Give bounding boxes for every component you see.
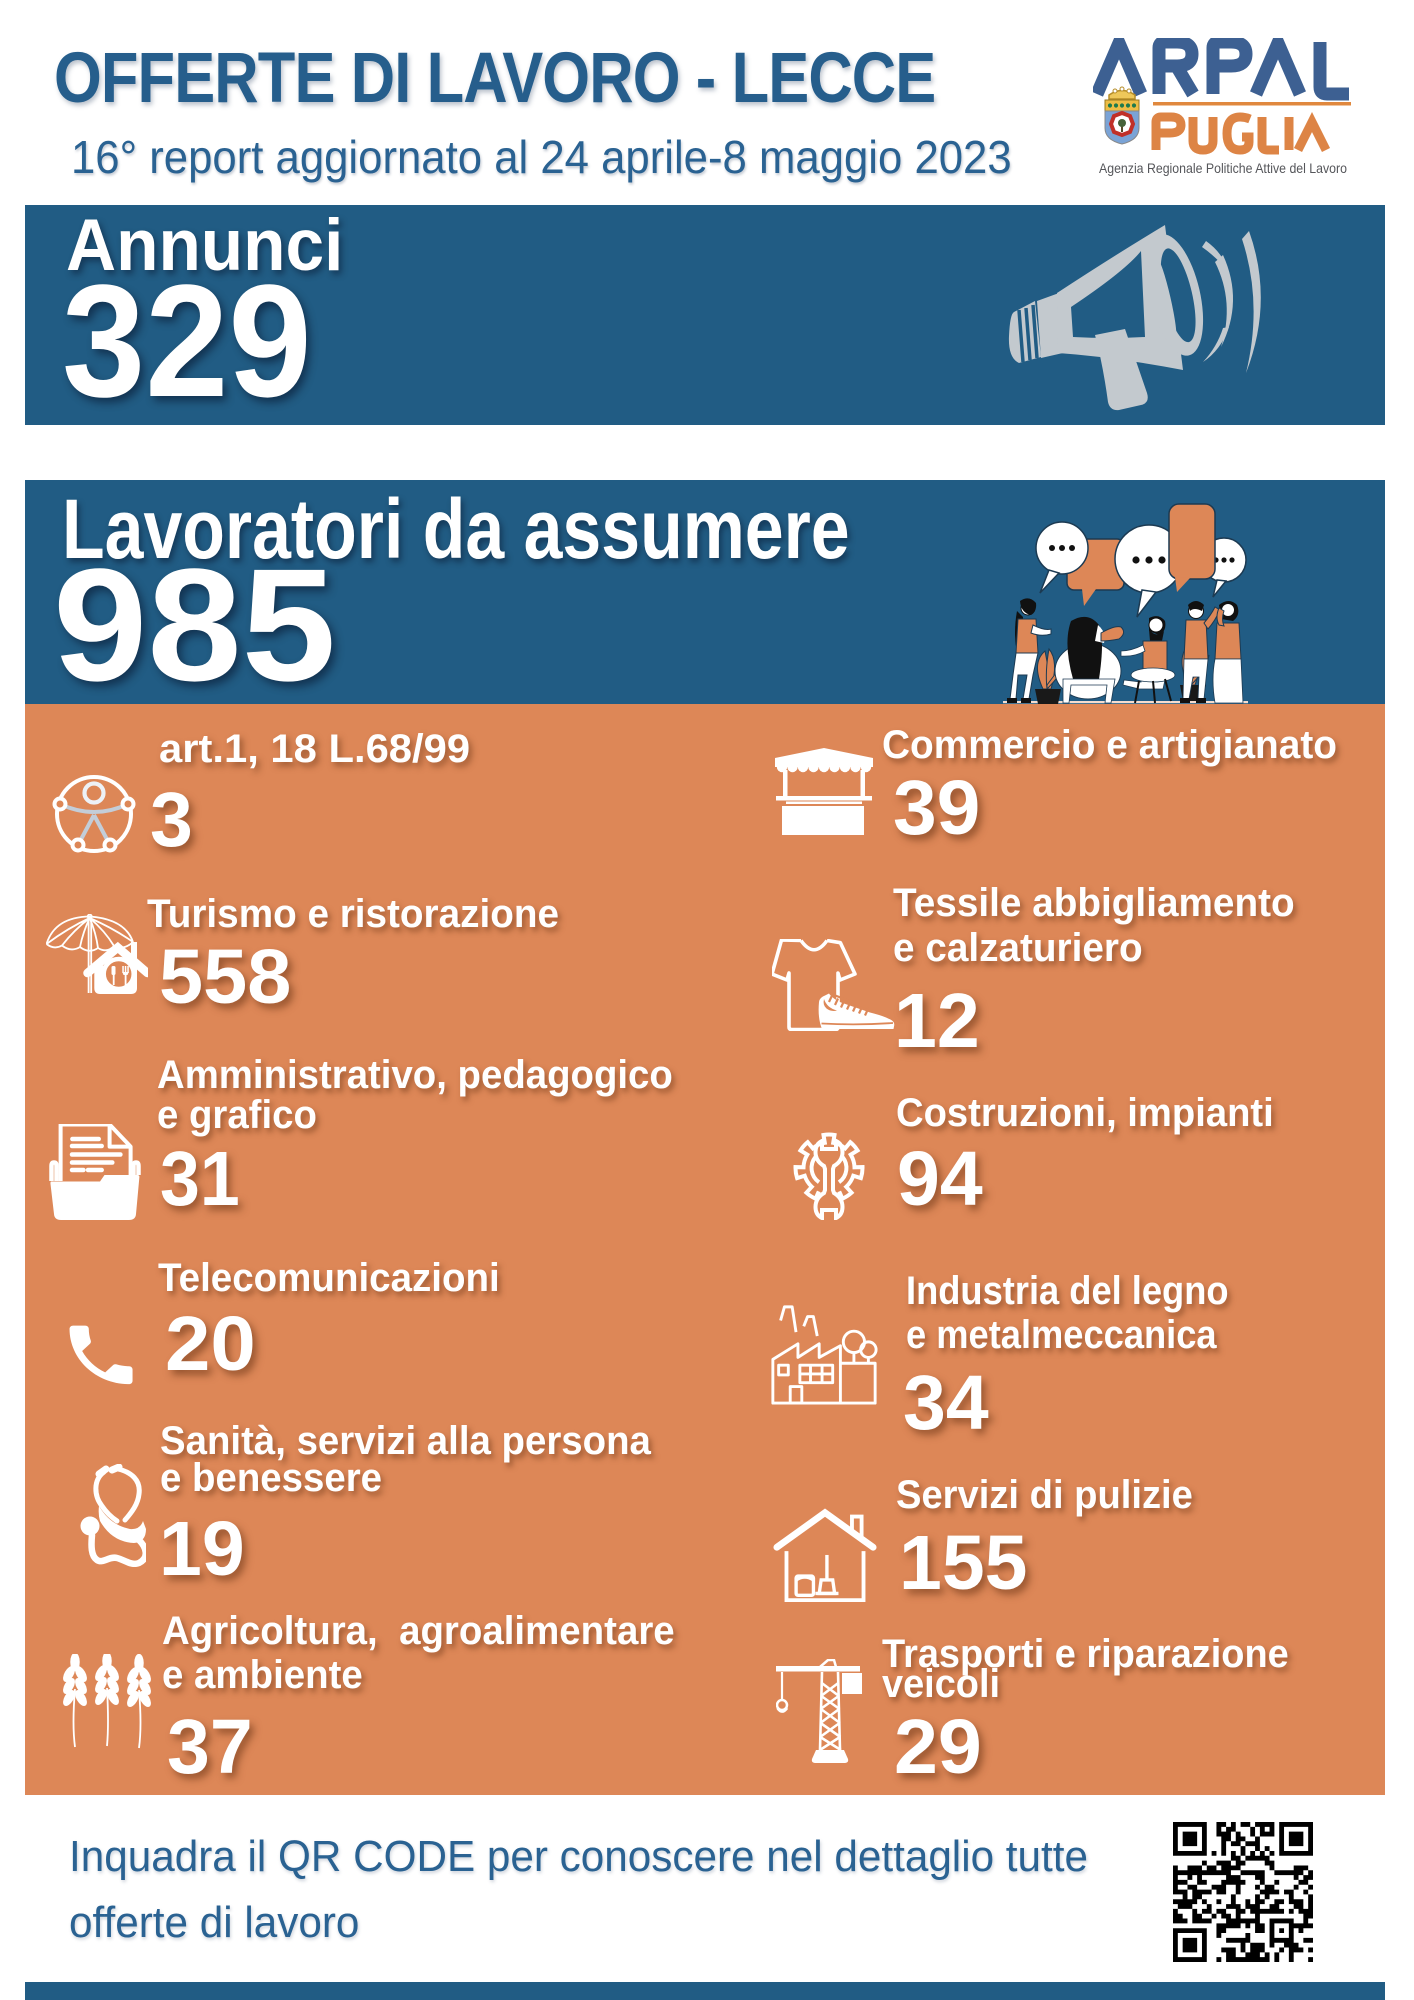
svg-text:Agenzia Regionale Politiche At: Agenzia Regionale Politiche Attive del L… bbox=[1099, 160, 1347, 176]
